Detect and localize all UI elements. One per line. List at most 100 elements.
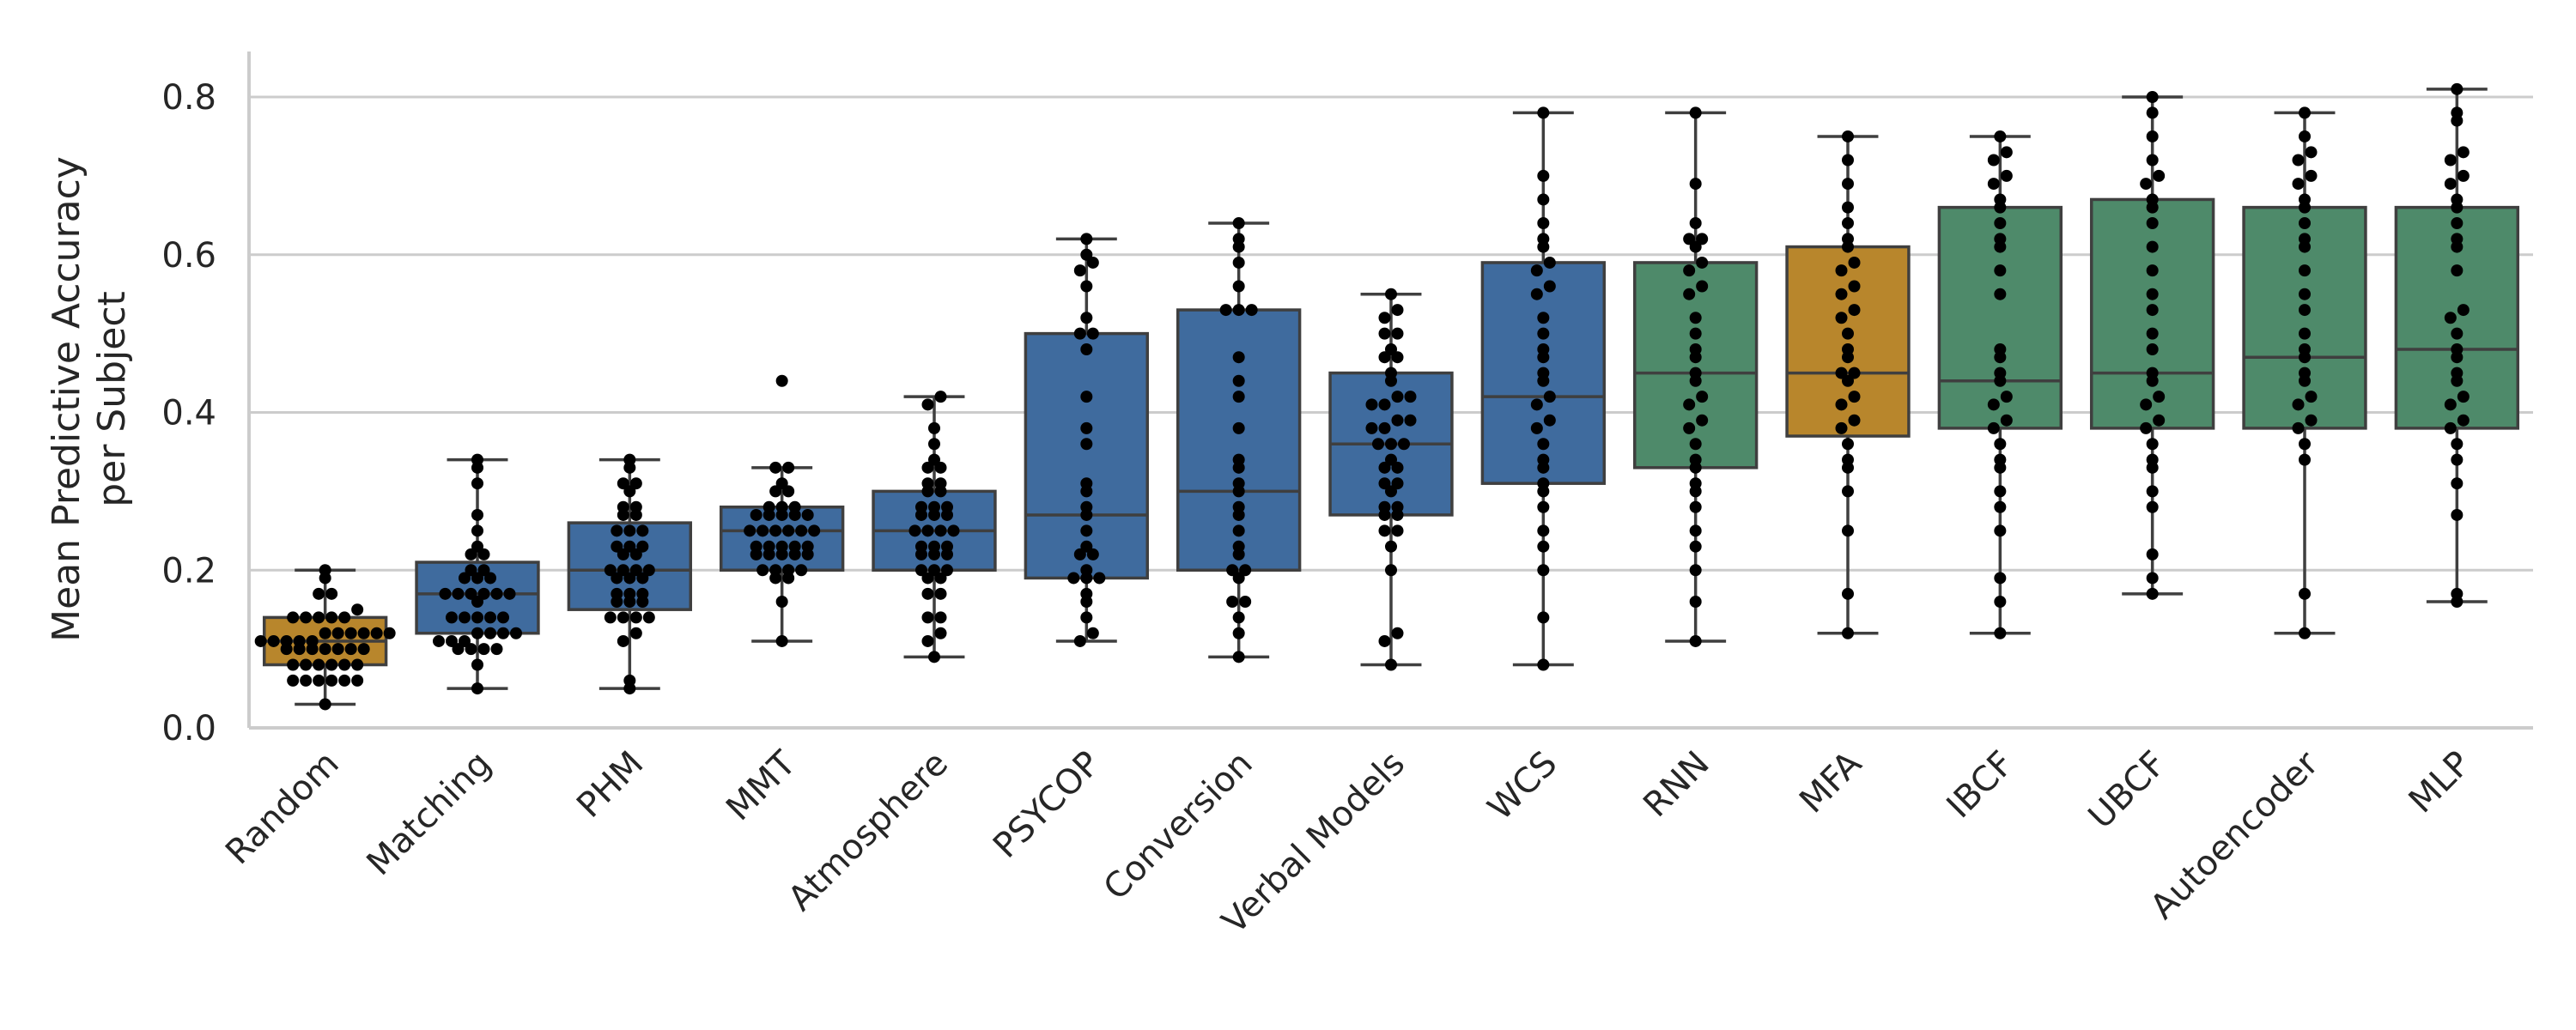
data-point [1987,178,2000,191]
data-point [319,572,331,585]
data-point [2451,508,2464,521]
data-point [338,658,351,671]
y-tick-labels: 0.0 0.2 0.4 0.6 0.8 [161,78,216,748]
data-point [1080,485,1093,498]
data-point [1537,611,1550,624]
data-point [1543,256,1556,269]
data-point [928,508,940,521]
data-point [1994,201,2007,214]
data-point [769,461,782,474]
data-point [1385,485,1397,498]
data-point [1848,304,1861,317]
data-point [2457,146,2470,159]
data-point [287,611,300,624]
data-point [1232,461,1245,474]
data-point [2305,414,2318,427]
data-point [2299,106,2311,119]
data-point [1232,240,1245,253]
data-point [1385,564,1397,577]
data-point [928,651,940,663]
data-point [2299,453,2311,466]
data-point [1994,217,2007,229]
data-point [1835,312,1848,324]
data-point [1239,596,1252,608]
data-point [2000,169,2013,182]
data-point [338,611,351,624]
data-point [1689,634,1702,647]
data-point [1219,304,1232,317]
data-point [471,508,483,521]
data-point [1232,421,1245,434]
data-point [1689,540,1702,553]
data-point [319,698,331,711]
data-point [300,674,313,687]
data-point [2153,414,2166,427]
data-point [1232,217,1245,229]
data-point [484,572,496,585]
box-iqr [1785,245,1911,438]
data-point [1093,572,1106,585]
data-point [1537,327,1550,340]
data-point [1689,461,1702,474]
data-point [1530,288,1543,300]
data-point [775,634,788,647]
data-point [629,508,642,521]
data-point [503,587,516,600]
data-point [1987,154,2000,167]
data-point [2000,414,2013,427]
data-point [1378,351,1391,364]
data-point [1537,374,1550,387]
data-point [313,587,325,600]
data-point [2146,485,2159,498]
data-point [934,587,947,600]
data-point [1385,438,1397,451]
data-point [1537,438,1550,451]
data-point [2140,178,2153,191]
y-tick-label: 0.0 [161,709,216,748]
data-point [928,548,940,560]
data-point [921,572,934,585]
data-point [2451,351,2464,364]
data-point [1842,240,1854,253]
data-point [941,548,953,560]
x-tick-label-mmt: MMT [719,743,804,828]
data-point [756,524,769,537]
data-point [769,572,782,585]
data-point [1385,658,1397,671]
data-point [629,611,642,624]
data-point [617,611,629,624]
data-point [623,485,636,498]
data-point [1378,524,1391,537]
x-tick-label-conversion: Conversion [1097,744,1261,908]
data-point [795,564,808,577]
data-point [1537,540,1550,553]
data-point [331,627,344,639]
data-point [1848,280,1861,293]
data-point [636,524,649,537]
data-point [623,524,636,537]
x-tick-label-ibcf: IBCF [1940,744,2022,827]
data-point [611,596,623,608]
data-point [1537,461,1550,474]
data-point [1842,587,1854,600]
data-point [1994,288,2007,300]
data-point [788,548,801,560]
data-point [782,524,795,537]
data-point [465,643,477,656]
x-tick-label-phm: PHM [569,744,651,826]
data-point [351,658,364,671]
data-point [1537,106,1550,119]
data-point [782,461,795,474]
data-point [293,643,306,656]
data-point [1378,421,1391,434]
data-point [1378,398,1391,411]
data-point [769,524,782,537]
data-point [1232,374,1245,387]
data-point [1842,627,1854,639]
data-point [1378,508,1391,521]
data-point [1683,288,1696,300]
data-point [465,548,477,560]
data-point [484,627,496,639]
data-point [921,524,934,537]
